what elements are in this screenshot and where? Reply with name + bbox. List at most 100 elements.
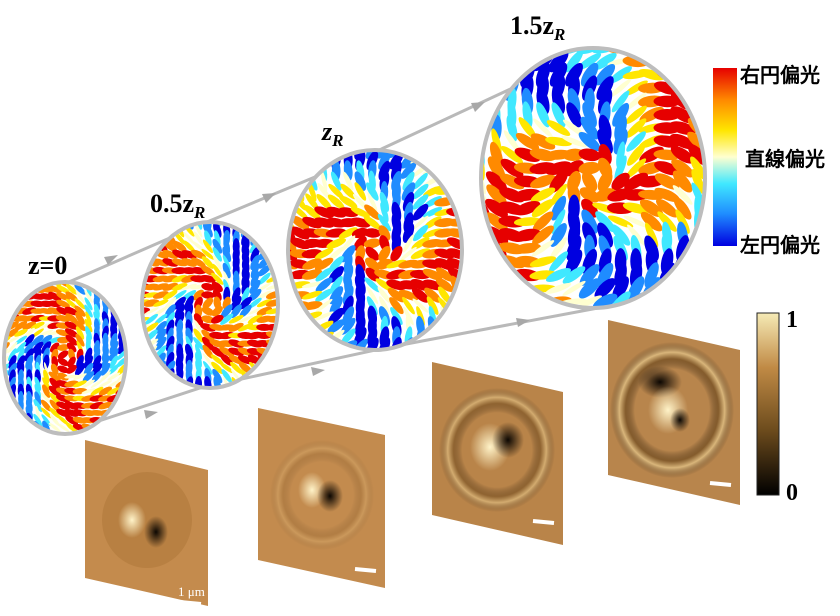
- polarization-ellipse: [530, 174, 556, 189]
- polarization-ellipse: [301, 301, 323, 311]
- polarization-ellipse: [50, 363, 59, 375]
- polarization-ellipse: [74, 298, 86, 310]
- polarization-ellipse: [153, 258, 169, 267]
- polarization-disk-0.5zR: [140, 220, 280, 390]
- polarization-ellipse: [513, 217, 542, 227]
- polarization-ellipse: [84, 297, 93, 311]
- polarization-ellipse: [75, 326, 85, 340]
- polarization-ellipse: [211, 305, 223, 317]
- polarization-ellipse: [550, 195, 567, 221]
- polarization-ellipse: [485, 212, 508, 231]
- polarization-ellipse: [364, 277, 381, 293]
- polarization-ellipse: [101, 347, 109, 362]
- polarization-ellipse: [256, 306, 273, 316]
- intensity-pattern: [610, 342, 734, 478]
- polarization-ellipse: [85, 311, 92, 326]
- polarization-ellipse: [551, 102, 566, 128]
- stage-label-zR: zR: [321, 117, 343, 150]
- polarization-disk-1.5zR: [479, 46, 707, 310]
- polarization-ellipse: [183, 232, 195, 245]
- polarization-ellipse: [412, 183, 429, 200]
- polarization-ellipse: [220, 313, 234, 325]
- polarization-ellipse: [398, 289, 419, 301]
- polarization-ellipse: [550, 223, 567, 247]
- polarization-ellipse: [250, 262, 260, 279]
- polarization-ellipse: [84, 290, 93, 303]
- polarization-ellipse: [342, 285, 354, 306]
- polarization-ellipse: [239, 304, 252, 318]
- polarization-ellipse: [74, 283, 86, 295]
- polarization-ellipse: [378, 246, 391, 262]
- polarization-ellipse: [317, 183, 331, 200]
- polarization-ellipse: [412, 194, 429, 210]
- polarization-ellipse: [326, 238, 346, 249]
- polarization-ellipse: [549, 237, 568, 260]
- polarization-ellipse: [65, 298, 78, 309]
- arrow-head: [104, 255, 118, 265]
- polarization-ellipse: [423, 216, 442, 229]
- polarization-ellipse: [57, 344, 70, 351]
- polarization-ellipse: [64, 374, 79, 379]
- polarization-ellipse: [194, 343, 203, 360]
- polarization-ellipse: [640, 211, 663, 232]
- polarization-ellipse: [49, 414, 60, 427]
- polarization-ellipse: [237, 347, 254, 356]
- polarization-ellipse: [340, 245, 356, 263]
- polarization-ellipse: [42, 377, 51, 391]
- polarization-ellipse: [626, 158, 647, 179]
- polarization-ellipse: [314, 206, 334, 219]
- polarization-ellipse: [202, 297, 214, 309]
- polarization-ellipse: [380, 202, 389, 223]
- polarization-ellipse: [8, 355, 17, 369]
- polarization-ellipse: [548, 251, 569, 273]
- polarization-ellipse: [314, 257, 334, 271]
- polarization-ellipse: [211, 361, 224, 374]
- polarization-ellipse: [48, 422, 61, 433]
- polarization-ellipse: [422, 268, 443, 281]
- polarization-ellipse: [434, 258, 455, 271]
- polarization-ellipse: [193, 328, 204, 343]
- polarization-ellipse: [424, 287, 442, 303]
- polarization-ellipse: [627, 224, 646, 246]
- polarization-ellipse: [75, 333, 85, 347]
- polarization-ellipse: [241, 287, 250, 303]
- polarization-ellipse: [6, 328, 19, 338]
- polarization-ellipse: [57, 365, 69, 374]
- polarization-ellipse: [154, 313, 168, 325]
- intensity-colorbar: 1 0: [756, 307, 798, 506]
- polarization-ellipse: [257, 282, 272, 292]
- polarization-ellipse: [8, 348, 17, 362]
- polarization-ellipse: [40, 392, 52, 404]
- polarization-ellipse: [257, 264, 272, 277]
- polarization-ellipse: [366, 182, 379, 201]
- polarization-ellipse: [315, 288, 333, 302]
- polarization-ellipse: [549, 183, 568, 206]
- polarization-ellipse: [212, 255, 222, 270]
- polarization-ellipse: [435, 277, 454, 292]
- polarization-ellipse: [579, 264, 600, 286]
- polarization-ellipse: [671, 158, 694, 178]
- polarization-colorbar-gradient: [713, 68, 737, 246]
- polarization-ellipse: [4, 342, 10, 353]
- polarization-ellipse: [624, 172, 649, 191]
- polarization-ellipse: [302, 216, 322, 229]
- polarization-ellipse: [57, 350, 69, 360]
- polarization-ellipse: [56, 285, 70, 294]
- polarization-ellipse: [582, 102, 597, 128]
- polarization-ellipse: [14, 328, 28, 337]
- polarization-ellipse: [343, 171, 354, 191]
- polarization-ellipse: [108, 348, 119, 362]
- polarization-ellipse: [513, 242, 542, 254]
- polarization-ellipse: [74, 363, 86, 376]
- polarization-ellipse: [342, 295, 354, 316]
- polarization-ellipse: [690, 156, 705, 180]
- polarization-ellipse: [627, 276, 645, 301]
- polarization-ellipse: [41, 414, 51, 427]
- polarization-ellipse: [43, 369, 50, 384]
- scale-bar: [709, 481, 732, 487]
- polarization-ellipse: [506, 114, 518, 142]
- polarization-ellipse: [48, 385, 61, 397]
- polarization-ellipse: [239, 296, 252, 310]
- polarization-ellipse: [56, 423, 70, 432]
- polarization-ellipse: [66, 364, 77, 374]
